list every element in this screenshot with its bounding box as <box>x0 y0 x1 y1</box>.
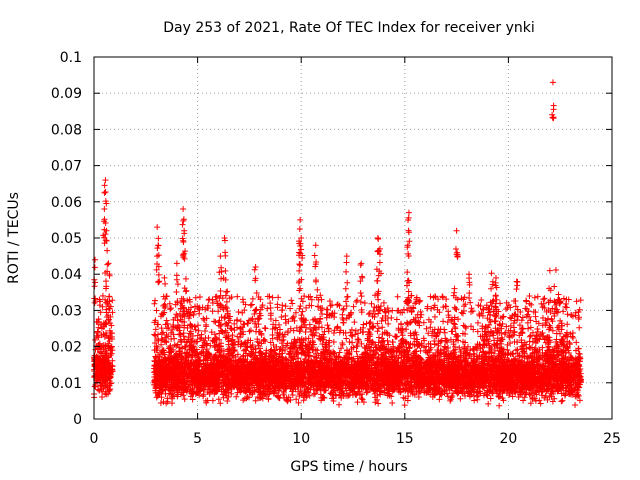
data-point <box>487 395 494 402</box>
data-point <box>103 375 110 382</box>
data-point <box>102 321 109 328</box>
data-point <box>99 372 106 379</box>
data-point <box>106 387 113 394</box>
data-point <box>98 325 105 332</box>
data-point <box>445 344 452 351</box>
data-point <box>96 296 103 303</box>
data-point <box>417 347 424 354</box>
data-point <box>101 363 108 370</box>
data-point <box>98 350 105 357</box>
data-point <box>103 370 110 377</box>
data-point <box>102 343 109 350</box>
data-point <box>101 383 108 390</box>
data-point <box>107 362 114 369</box>
data-point <box>95 354 102 361</box>
data-point <box>93 318 100 325</box>
data-point <box>349 339 356 346</box>
data-point <box>102 342 109 349</box>
data-point <box>105 335 112 342</box>
data-point <box>98 386 105 393</box>
data-point <box>94 329 101 336</box>
data-point <box>106 382 113 389</box>
data-point <box>527 400 534 407</box>
data-point <box>109 309 116 316</box>
data-point <box>537 400 544 407</box>
data-point <box>297 303 304 310</box>
data-point <box>97 309 104 316</box>
data-point <box>99 366 106 373</box>
data-point <box>102 278 109 285</box>
data-point <box>152 332 159 339</box>
data-point <box>98 366 105 373</box>
data-point <box>102 285 109 292</box>
data-point <box>98 371 105 378</box>
data-point <box>102 390 109 397</box>
data-point <box>106 327 113 334</box>
data-point <box>103 306 110 313</box>
data-point <box>99 394 106 401</box>
data-point <box>99 379 106 386</box>
data-point <box>109 357 116 364</box>
data-point <box>95 334 102 341</box>
data-point <box>109 336 116 343</box>
data-point <box>99 292 106 299</box>
data-point <box>109 297 116 304</box>
data-point <box>299 308 306 315</box>
data-point <box>389 400 396 407</box>
data-point <box>99 303 106 310</box>
data-points <box>91 79 584 409</box>
data-point <box>101 355 108 362</box>
data-point <box>92 336 99 343</box>
data-point <box>91 352 98 359</box>
data-point <box>96 340 103 347</box>
data-point <box>102 330 109 337</box>
data-point <box>97 321 104 328</box>
data-point <box>108 350 115 357</box>
data-point <box>233 393 240 400</box>
data-point <box>103 376 110 383</box>
data-point <box>103 391 110 398</box>
data-point <box>105 334 112 341</box>
data-point <box>224 398 231 405</box>
data-point <box>456 344 463 351</box>
data-point <box>103 313 110 320</box>
data-point <box>94 377 101 384</box>
data-point <box>99 388 106 395</box>
data-point <box>94 363 101 370</box>
